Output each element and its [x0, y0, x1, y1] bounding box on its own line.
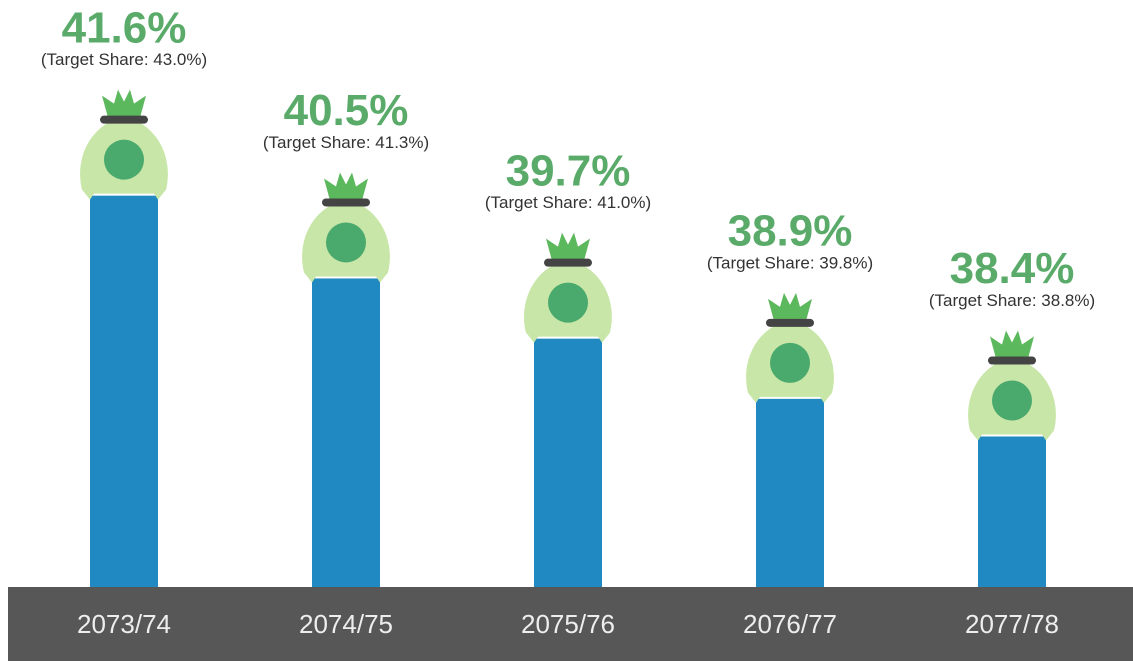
bag-coin: [992, 380, 1032, 420]
bag-tie: [988, 356, 1036, 364]
target-label: (Target Share: 43.0%): [41, 50, 207, 69]
bag-tie: [100, 116, 148, 124]
bag-leaves: [102, 90, 146, 118]
money-bag: [968, 330, 1056, 440]
money-bag: [302, 172, 390, 282]
bag-tie: [766, 319, 814, 327]
target-label: (Target Share: 38.8%): [929, 291, 1095, 310]
x-tick-label: 2075/76: [521, 609, 615, 639]
value-label: 41.6%: [62, 3, 187, 52]
x-tick-label: 2073/74: [77, 609, 171, 639]
bag-leaves: [324, 172, 368, 200]
bar: [90, 196, 158, 587]
value-label: 38.9%: [728, 206, 853, 255]
value-label: 40.5%: [284, 86, 409, 135]
bag-leaves: [990, 330, 1034, 358]
bag-tie: [544, 259, 592, 267]
bag-leaves: [546, 233, 590, 261]
bag-coin: [548, 283, 588, 323]
target-label: (Target Share: 41.3%): [263, 133, 429, 152]
value-label: 39.7%: [506, 146, 631, 195]
bar: [534, 339, 602, 587]
bar: [756, 399, 824, 587]
target-label: (Target Share: 39.8%): [707, 253, 873, 272]
bag-leaves: [768, 293, 812, 321]
chart: 2073/74 41.6%(Target Share: 43.0%) 2074/75…: [0, 0, 1133, 661]
target-label: (Target Share: 41.0%): [485, 193, 651, 212]
value-label: 38.4%: [950, 244, 1075, 293]
bag-coin: [104, 140, 144, 180]
bar: [312, 278, 380, 587]
x-tick-label: 2076/77: [743, 609, 837, 639]
money-bag: [524, 233, 612, 343]
x-tick-label: 2077/78: [965, 609, 1059, 639]
bar: [978, 436, 1046, 587]
money-bag: [80, 90, 168, 200]
money-bag: [746, 293, 834, 403]
bag-coin: [326, 222, 366, 262]
x-tick-label: 2074/75: [299, 609, 393, 639]
bag-coin: [770, 343, 810, 383]
bag-tie: [322, 198, 370, 206]
